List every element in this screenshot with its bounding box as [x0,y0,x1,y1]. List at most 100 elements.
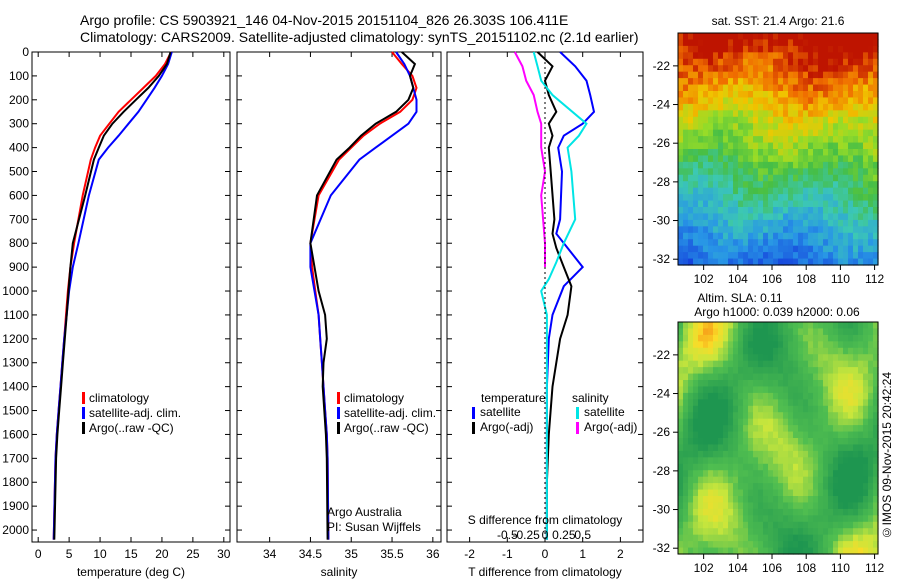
sla-cell [748,405,754,413]
sst-cell [713,149,719,157]
sst-cell [808,149,814,157]
sla-cell [748,541,754,549]
sst-cell [678,232,684,240]
sst-cell [738,97,744,105]
sst-cell [868,91,874,99]
sla-cell [698,412,704,420]
sla-cell [813,450,819,458]
legend-swatch [82,392,85,404]
sla-cell [838,380,844,388]
sla-cell [863,457,869,465]
sst-cell [843,71,849,79]
sla-cell [708,483,714,491]
sla-cell [698,373,704,381]
sla-cell [838,373,844,381]
sla-cell [813,438,819,446]
sst-cell [823,103,829,111]
sla-cell [863,483,869,491]
sla-cell [873,392,879,400]
sla-cell [733,470,739,478]
sla-cell [848,399,854,407]
sst-cell [703,33,709,41]
sla-cell [693,463,699,471]
sst-cell [768,187,774,195]
sst-cell [783,219,789,227]
sst-cell [808,71,814,79]
sla-cell [688,476,694,484]
sla-cell [818,438,824,446]
sla-cell [788,463,794,471]
sla-cell [743,418,749,426]
sst-cell [863,110,869,118]
sst-cell [728,239,734,247]
sst-cell [783,161,789,169]
sla-cell [853,354,859,362]
sst-cell [868,161,874,169]
sla-cell [848,392,854,400]
sst-cell [718,39,724,47]
sla-cell [848,541,854,549]
sst-cell [768,129,774,137]
depth-tick-label: 1500 [2,404,29,418]
sst-cell [698,226,704,234]
sla-cell [863,334,869,342]
sla-cell [803,380,809,388]
sla-cell [698,418,704,426]
sla-cell [733,431,739,439]
sla-cell [848,470,854,478]
sla-cell [713,392,719,400]
sst-cell [713,91,719,99]
sla-cell [788,334,794,342]
sla-cell [808,412,814,420]
sst-cell [768,142,774,150]
sst-cell [718,110,724,118]
sla-cell [833,547,839,555]
sla-cell [743,515,749,523]
sla-cell [788,541,794,549]
sst-cell [758,174,764,182]
sla-cell [843,425,849,433]
sla-cell [788,360,794,368]
sst-cell [678,65,684,73]
sla-cell [683,341,689,349]
sla-cell [688,521,694,529]
sla-cell [803,463,809,471]
sla-cell [723,354,729,362]
sla-cell [778,508,784,516]
sla-cell [833,515,839,523]
sla-cell [803,367,809,375]
sla-cell [733,380,739,388]
sst-cell [803,84,809,92]
sst-cell [733,258,739,266]
sst-cell [783,155,789,163]
sst-cell [728,65,734,73]
sst-cell [783,65,789,73]
sla-cell [808,341,814,349]
sla-cell [813,521,819,529]
sla-cell [838,405,844,413]
sst-cell [688,91,694,99]
sst-cell [683,65,689,73]
sla-cell [798,392,804,400]
sla-cell [843,483,849,491]
sla-cell [708,528,714,536]
sst-cell [853,136,859,144]
sla-cell [738,450,744,458]
sst-cell [698,194,704,202]
sla-cell [858,528,864,536]
sst-cell [773,84,779,92]
sst-cell [833,245,839,253]
depth-tick-label: 500 [9,165,29,179]
sst-cell [808,136,814,144]
sst-cell [728,91,734,99]
sla-cell [843,341,849,349]
sst-cell [803,91,809,99]
sla-cell [713,438,719,446]
sla-cell [728,431,734,439]
sst-cell [848,155,854,163]
sst-cell [718,239,724,247]
sla-cell [838,508,844,516]
sst-cell [823,65,829,73]
sla-cell [713,541,719,549]
sla-cell [688,515,694,523]
